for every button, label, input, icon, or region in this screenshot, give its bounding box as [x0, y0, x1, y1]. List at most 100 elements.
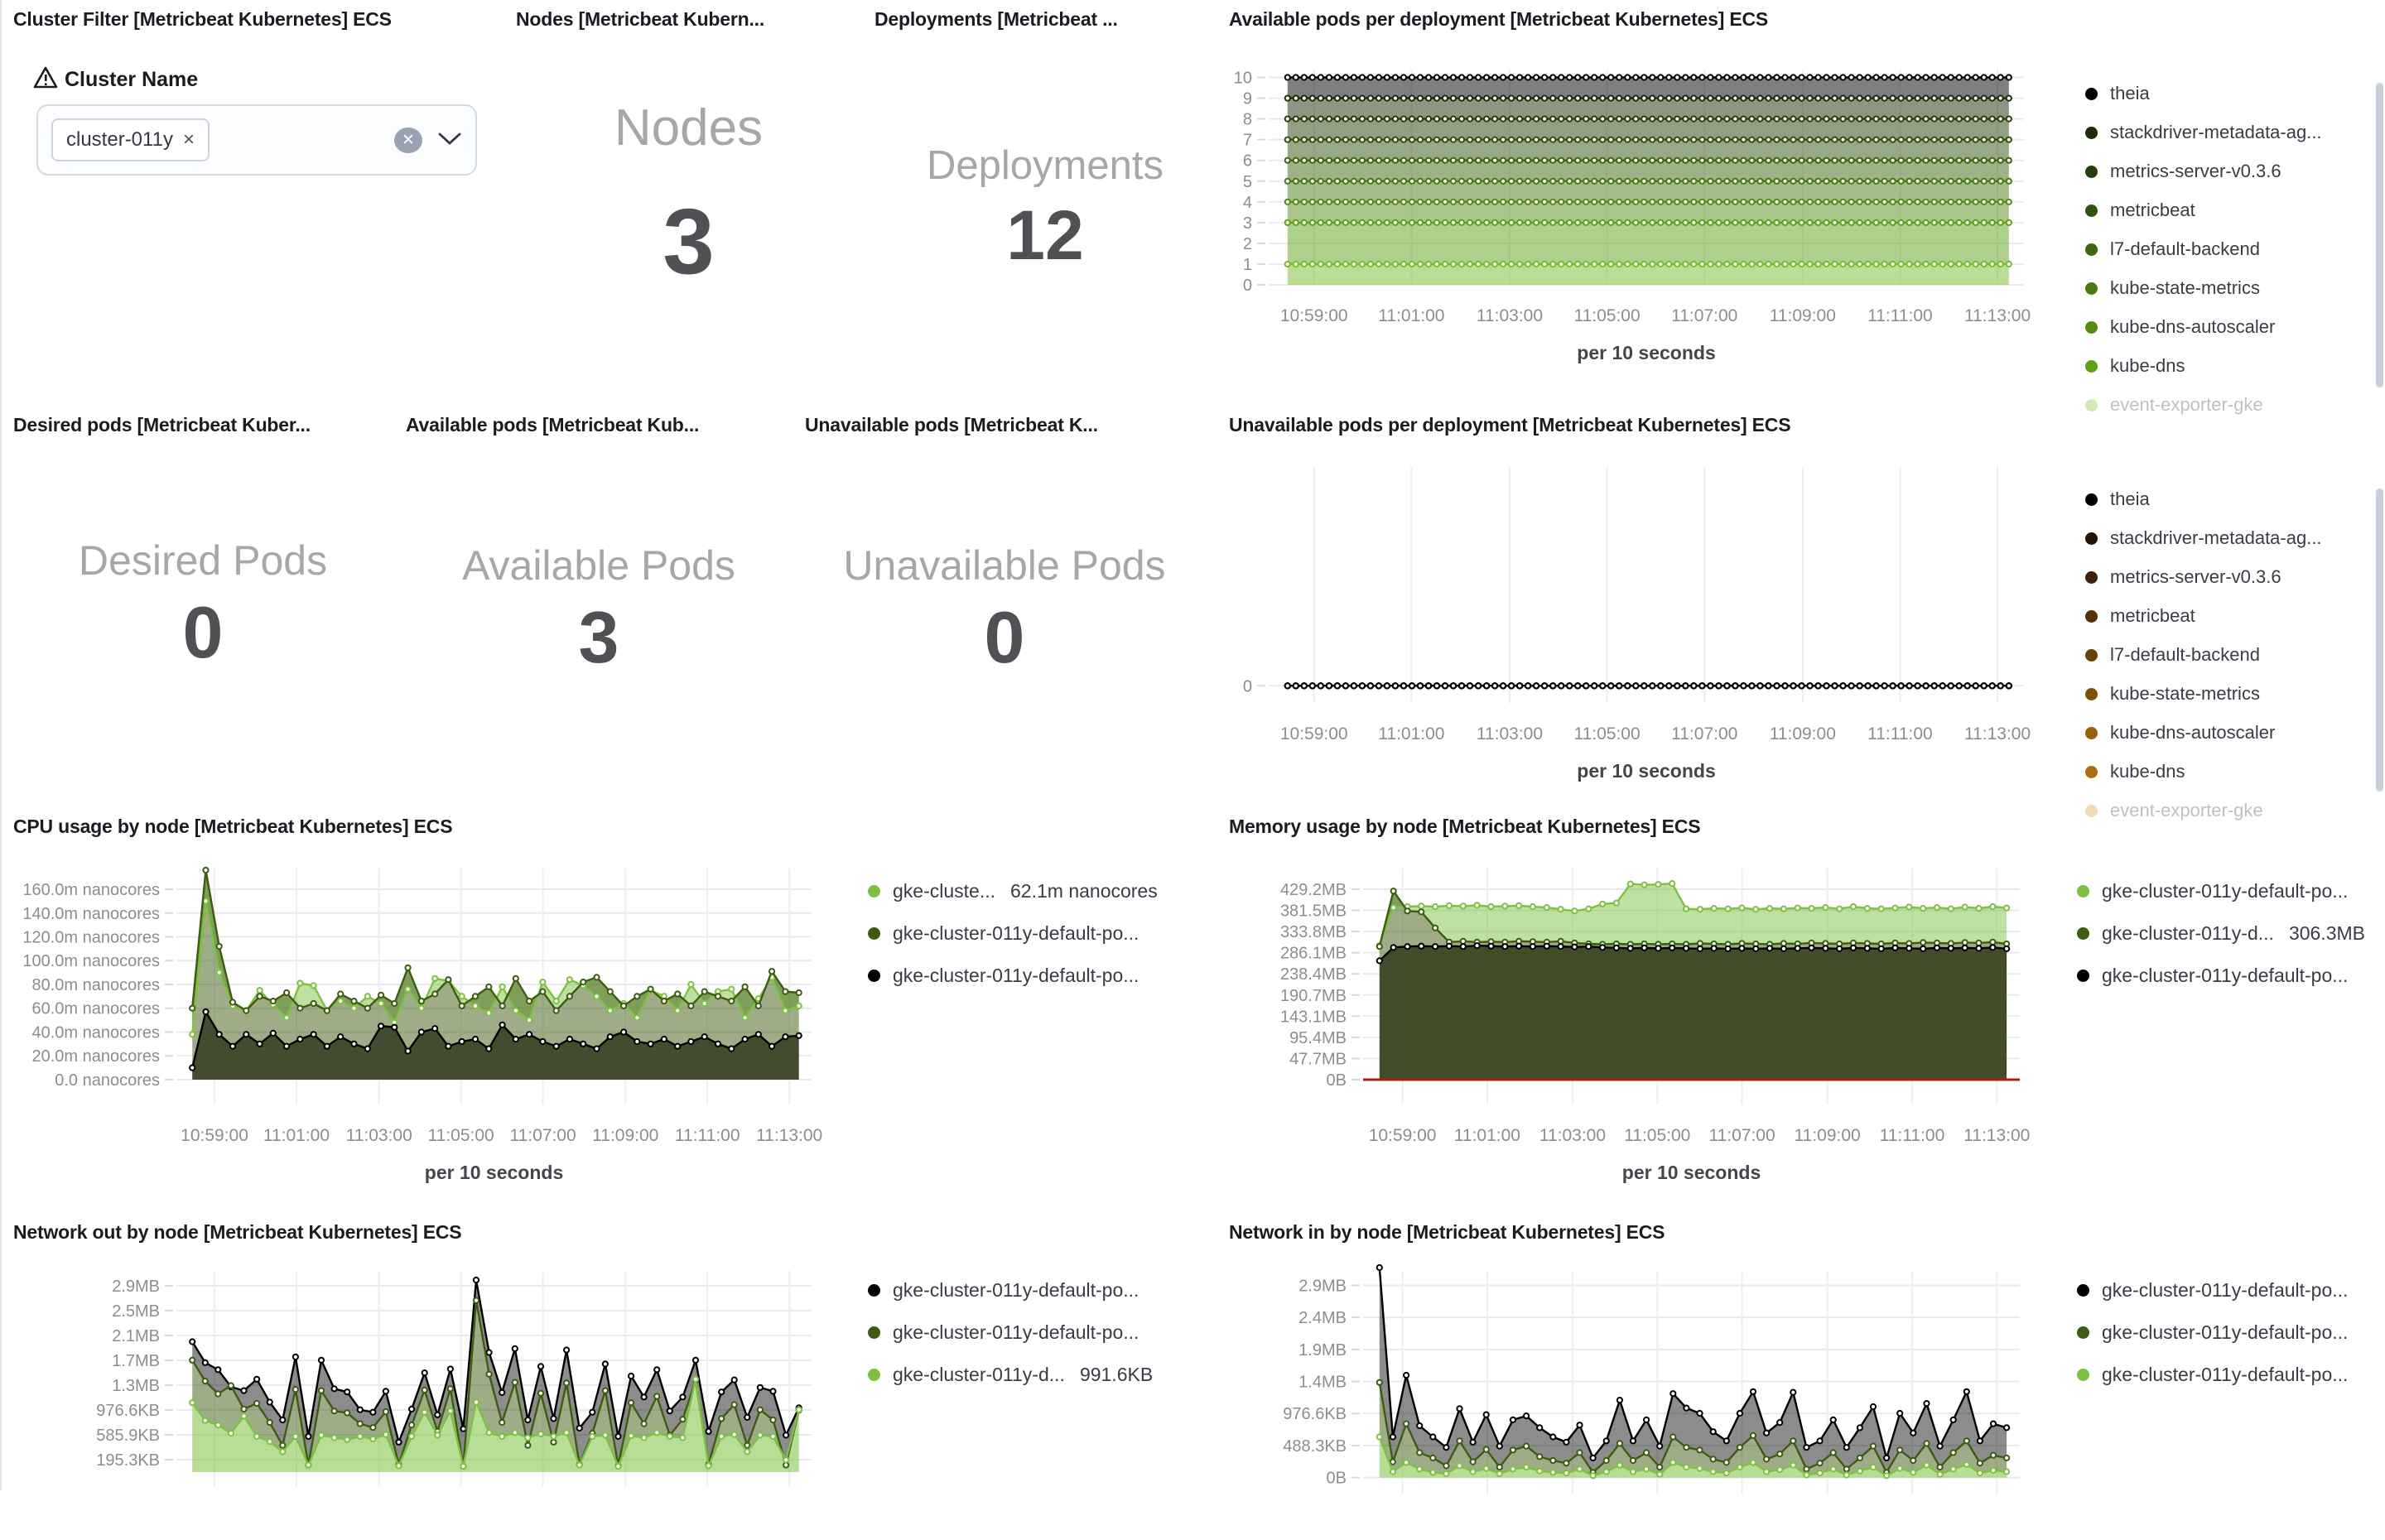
- x-axis-tick: 10:59:00: [181, 1126, 248, 1145]
- legend-item[interactable]: metrics-server-v0.3.6: [2085, 161, 2373, 182]
- legend-scrollbar[interactable]: [2376, 83, 2383, 387]
- legend-item[interactable]: gke-cluster-011y-default-po...: [868, 965, 1202, 987]
- legend-item[interactable]: gke-cluster-011y-default-po...: [2077, 965, 2385, 987]
- legend-swatch-icon: [2085, 320, 2098, 334]
- x-axis-tick: 11:13:00: [1963, 1126, 2030, 1145]
- panel-title: Network out by node [Metricbeat Kubernet…: [13, 1221, 462, 1243]
- legend-item[interactable]: stackdriver-metadata-ag...: [2085, 527, 2373, 549]
- x-axis-tick: 11:01:00: [263, 1126, 330, 1145]
- x-axis-tick: 11:11:00: [1867, 724, 1933, 744]
- panel-cluster-filter: Cluster Filter [Metricbeat Kubernetes] E…: [7, 3, 504, 401]
- legend-item[interactable]: gke-cluster-011y-d... 991.6KB: [868, 1364, 1202, 1386]
- legend-swatch-icon: [868, 927, 880, 940]
- legend-label: gke-cluster-011y-default-po...: [2102, 1321, 2349, 1343]
- svg-text:47.7MB: 47.7MB: [1289, 1050, 1347, 1068]
- legend-scrollbar[interactable]: [2376, 488, 2383, 792]
- legend-item[interactable]: gke-cluster-011y-default-po...: [868, 1279, 1202, 1302]
- svg-text:1: 1: [1243, 256, 1252, 274]
- legend-label: gke-cluster-011y-default-po...: [2102, 1279, 2349, 1301]
- legend-item[interactable]: theia: [2085, 83, 2373, 104]
- metric-value: 0: [984, 596, 1025, 678]
- legend-item[interactable]: kube-dns-autoscaler: [2085, 722, 2373, 744]
- filter-pill[interactable]: cluster-011y ×: [51, 118, 210, 161]
- legend-item[interactable]: metricbeat: [2085, 605, 2373, 627]
- legend-label: kube-dns: [2110, 355, 2185, 376]
- metric-value: 0: [182, 591, 224, 673]
- legend-item[interactable]: gke-cluster-011y-d... 306.3MB: [2077, 922, 2385, 945]
- x-axis-tick: 11:07:00: [509, 1126, 576, 1145]
- x-axis-tick: 11:05:00: [428, 1126, 494, 1145]
- legend-item[interactable]: kube-dns: [2085, 761, 2373, 782]
- svg-text:381.5MB: 381.5MB: [1280, 902, 1347, 921]
- panel-title: Cluster Filter [Metricbeat Kubernetes] E…: [13, 8, 392, 30]
- legend-item[interactable]: kube-state-metrics: [2085, 683, 2373, 705]
- legend-swatch-icon: [868, 970, 880, 982]
- x-axis-tick: 10:59:00: [1280, 724, 1348, 744]
- x-axis-tick: 11:01:00: [1378, 724, 1444, 744]
- legend-item[interactable]: gke-cluste... 62.1m nanocores: [868, 880, 1202, 902]
- panel-cpu-usage-by-node: CPU usage by node [Metricbeat Kubernetes…: [7, 811, 1206, 1213]
- legend: gke-cluster-011y-default-po... gke-cluste…: [2077, 1279, 2385, 1406]
- legend-label: kube-dns: [2110, 761, 2185, 782]
- x-axis-tick: 11:07:00: [1708, 1126, 1775, 1145]
- legend-item[interactable]: kube-state-metrics: [2085, 277, 2373, 299]
- x-axis-title: per 10 seconds: [425, 1162, 563, 1183]
- legend-label: stackdriver-metadata-ag...: [2110, 527, 2322, 548]
- legend-item[interactable]: l7-default-backend: [2085, 644, 2373, 666]
- x-axis-tick: 11:07:00: [1671, 724, 1737, 744]
- panel-nodes: Nodes [Metricbeat Kubern... Nodes 3: [509, 3, 868, 401]
- legend-item[interactable]: metricbeat: [2085, 200, 2373, 221]
- filter-pill-label: cluster-011y: [66, 128, 173, 151]
- panel-title: Network in by node [Metricbeat Kubernete…: [1229, 1221, 1665, 1243]
- legend-swatch-icon: [2085, 126, 2098, 139]
- legend-item[interactable]: gke-cluster-011y-default-po...: [2077, 1321, 2385, 1344]
- svg-text:429.2MB: 429.2MB: [1280, 881, 1347, 899]
- panel-title: Memory usage by node [Metricbeat Kuberne…: [1229, 816, 1701, 837]
- svg-text:0: 0: [1243, 677, 1252, 695]
- legend: theia stackdriver-metadata-ag... metrics-s…: [2085, 488, 2373, 839]
- x-axis-title: per 10 seconds: [1577, 760, 1715, 782]
- legend-label: metricbeat: [2110, 605, 2195, 626]
- svg-text:6: 6: [1243, 152, 1252, 171]
- panel-unavailable-pods: Unavailable pods [Metricbeat K... Unavai…: [798, 409, 1211, 798]
- legend: theia stackdriver-metadata-ag... metrics-s…: [2085, 83, 2373, 433]
- legend-item[interactable]: stackdriver-metadata-ag...: [2085, 122, 2373, 143]
- panel-title: Desired pods [Metricbeat Kuber...: [13, 414, 311, 436]
- remove-pill-icon[interactable]: ×: [182, 128, 195, 151]
- legend-item[interactable]: l7-default-backend: [2085, 238, 2373, 260]
- chevron-down-icon[interactable]: [437, 131, 462, 150]
- legend-item[interactable]: gke-cluster-011y-default-po...: [2077, 1279, 2385, 1302]
- chart-canvas: 0 10:59:00 11:01:00 11:03:00 11:05:00 11:07:0…: [1222, 459, 2079, 794]
- legend-swatch-icon: [2085, 165, 2098, 178]
- svg-text:0.0 nanocores: 0.0 nanocores: [55, 1071, 160, 1090]
- svg-text:0: 0: [1243, 277, 1252, 295]
- legend-label: kube-state-metrics: [2110, 683, 2260, 704]
- svg-text:488.3KB: 488.3KB: [1283, 1437, 1347, 1456]
- x-axis-title: per 10 seconds: [1622, 1162, 1761, 1183]
- panel-title: CPU usage by node [Metricbeat Kubernetes…: [13, 816, 453, 837]
- svg-text:140.0m nanocores: 140.0m nanocores: [22, 905, 160, 923]
- legend-item[interactable]: event-exporter-gke: [2085, 800, 2373, 821]
- legend-item[interactable]: kube-dns: [2085, 355, 2373, 377]
- x-axis-tick: 11:13:00: [756, 1126, 822, 1145]
- x-axis-title: per 10 seconds: [1577, 342, 1715, 363]
- legend-swatch-icon: [2077, 970, 2089, 982]
- legend-item[interactable]: gke-cluster-011y-default-po...: [868, 1321, 1202, 1344]
- svg-text:60.0m nanocores: 60.0m nanocores: [31, 1000, 160, 1018]
- legend-item[interactable]: event-exporter-gke: [2085, 394, 2373, 416]
- legend-item[interactable]: metrics-server-v0.3.6: [2085, 566, 2373, 588]
- legend-item[interactable]: gke-cluster-011y-default-po...: [868, 922, 1202, 945]
- legend-item[interactable]: kube-dns-autoscaler: [2085, 316, 2373, 338]
- svg-text:1.7MB: 1.7MB: [112, 1352, 160, 1370]
- chart-canvas: 195.3KB 585.9KB 976.6KB 1.3MB 1.7MB 2.1MB 2.5M…: [7, 1263, 866, 1540]
- x-axis-tick: 11:01:00: [1454, 1126, 1520, 1145]
- cluster-filter-combobox[interactable]: cluster-011y × ✕: [36, 104, 477, 176]
- legend-item[interactable]: theia: [2085, 488, 2373, 510]
- x-axis-tick: 11:03:00: [1477, 306, 1543, 325]
- legend-item[interactable]: gke-cluster-011y-default-po...: [2077, 880, 2385, 902]
- clear-selection-button[interactable]: ✕: [394, 127, 422, 153]
- warning-icon: [33, 66, 58, 93]
- legend-item[interactable]: gke-cluster-011y-default-po...: [2077, 1364, 2385, 1386]
- svg-text:95.4MB: 95.4MB: [1289, 1029, 1347, 1047]
- legend-label: l7-default-backend: [2110, 644, 2261, 665]
